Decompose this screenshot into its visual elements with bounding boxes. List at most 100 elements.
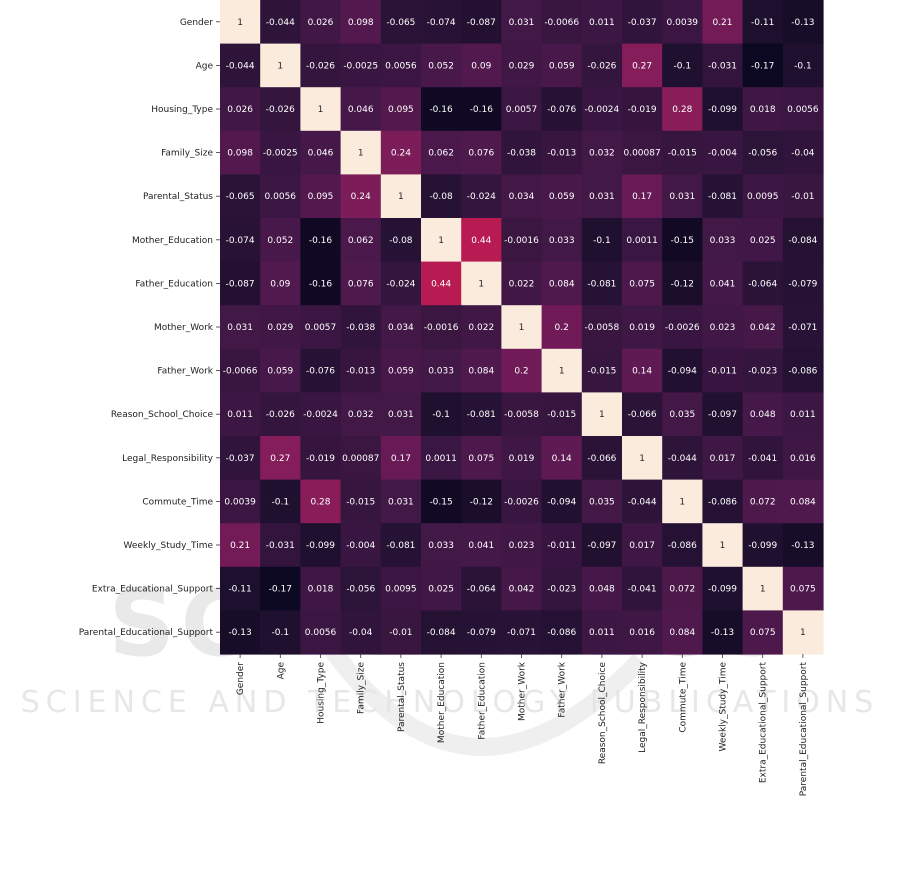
cell-value-label: -0.038 <box>346 323 375 333</box>
heatmap-cell <box>300 174 342 219</box>
heatmap-cell <box>421 261 462 306</box>
cell-value-label: -0.0016 <box>424 323 459 333</box>
cell-value-label: -0.17 <box>269 585 292 595</box>
heatmap-cell <box>340 479 382 524</box>
cell-value-label: -0.13 <box>228 628 251 638</box>
x-tick-label: Mother_Work <box>518 661 528 721</box>
heatmap-cell <box>541 261 583 306</box>
cell-value-label: -0.086 <box>668 541 697 551</box>
cell-value-label: 0.035 <box>669 410 695 420</box>
heatmap-cell <box>702 305 744 350</box>
y-tick-label: Weekly_Study_Time <box>124 541 214 551</box>
cell-value-label: -0.087 <box>226 279 255 289</box>
cell-value-label: 0.21 <box>230 541 250 551</box>
heatmap-cell <box>581 218 623 263</box>
cell-value-label: -0.086 <box>788 367 817 377</box>
heatmap-cell <box>260 305 301 350</box>
y-tick-label: Housing_Type <box>151 105 213 115</box>
cell-value-label: -0.023 <box>547 585 576 595</box>
cell-value-label: -0.011 <box>708 367 737 377</box>
cell-value-label: -0.081 <box>467 410 496 420</box>
cell-value-label: 0.0011 <box>626 236 658 246</box>
heatmap-cell <box>581 566 623 611</box>
heatmap-cell <box>541 610 583 655</box>
heatmap-cell <box>622 87 663 132</box>
heatmap-cell <box>782 523 824 568</box>
y-tick-label: Father_Work <box>157 367 213 377</box>
heatmap-cell <box>742 305 784 350</box>
heatmap-cell <box>622 305 663 350</box>
heatmap-cell <box>461 261 502 306</box>
cell-value-label: -0.031 <box>266 541 295 551</box>
heatmap-cell <box>380 43 422 88</box>
heatmap-cell <box>662 566 703 611</box>
cell-value-label: 0.0095 <box>747 192 779 202</box>
heatmap-cell <box>581 305 623 350</box>
heatmap-cell <box>581 87 623 132</box>
cell-value-label: 0.0056 <box>787 105 819 115</box>
heatmap-cell <box>380 392 422 437</box>
cell-value-label: 0.14 <box>632 367 652 377</box>
cell-value-label: 0.031 <box>669 192 695 202</box>
heatmap-cell <box>220 392 261 437</box>
heatmap-cell <box>702 43 744 88</box>
heatmap-cell <box>742 610 784 655</box>
heatmap-cell <box>380 348 422 393</box>
cell-value-label: 0.084 <box>549 279 575 289</box>
cell-value-label: -0.026 <box>587 61 616 71</box>
heatmap-cell <box>220 523 261 568</box>
cell-value-label: -0.084 <box>788 236 817 246</box>
cell-value-label: -0.015 <box>668 149 697 159</box>
heatmap-cell <box>662 0 703 45</box>
heatmap-cell <box>300 610 342 655</box>
cell-value-label: 1 <box>358 149 364 159</box>
cell-value-label: 0.09 <box>270 279 290 289</box>
heatmap-cell <box>300 392 342 437</box>
heatmap-cell <box>581 43 623 88</box>
heatmap-cell <box>541 392 583 437</box>
heatmap-cell <box>260 566 301 611</box>
x-tick-label: Family_Size <box>357 662 367 714</box>
heatmap-cell <box>461 218 502 263</box>
heatmap-cell <box>702 261 744 306</box>
heatmap-cell <box>340 566 382 611</box>
heatmap-cell <box>702 566 744 611</box>
cell-value-label: -0.041 <box>748 454 777 464</box>
cell-value-label: -0.13 <box>791 541 814 551</box>
cell-value-label: 0.09 <box>471 61 491 71</box>
cell-value-label: 1 <box>237 18 243 28</box>
heatmap-cell <box>782 43 824 88</box>
cell-value-label: -0.074 <box>226 236 255 246</box>
heatmap-cell <box>541 479 583 524</box>
heatmap-cell <box>662 174 703 219</box>
heatmap-cell <box>662 43 703 88</box>
heatmap-cell <box>702 174 744 219</box>
heatmap-cell <box>380 174 422 219</box>
heatmap-cell <box>622 392 663 437</box>
cell-value-label: 0.059 <box>549 192 575 202</box>
cell-value-label: -0.12 <box>671 279 694 289</box>
x-tick-label: Extra_Educational_Support <box>759 662 769 784</box>
cell-value-label: -0.004 <box>708 149 737 159</box>
cell-value-label: 0.041 <box>468 541 494 551</box>
cell-value-label: -0.037 <box>226 454 255 464</box>
heatmap-cell <box>421 392 462 437</box>
cell-value-label: -0.094 <box>668 367 697 377</box>
heatmap-cell <box>541 174 583 219</box>
y-tick-label: Gender <box>180 18 213 28</box>
heatmap-cell <box>662 305 703 350</box>
heatmap-cell <box>300 218 342 263</box>
cell-value-label: 0.022 <box>509 279 535 289</box>
heatmap-cell <box>220 610 261 655</box>
heatmap-cell <box>702 392 744 437</box>
cell-value-label: 0.2 <box>514 367 528 377</box>
cell-value-label: -0.044 <box>628 497 657 507</box>
cell-value-label: -0.071 <box>788 323 817 333</box>
cell-value-label: 0.0056 <box>265 192 297 202</box>
cell-value-label: -0.087 <box>467 18 496 28</box>
heatmap-cell <box>260 348 301 393</box>
cell-value-label: 0.0039 <box>224 497 256 507</box>
heatmap-cell <box>782 218 824 263</box>
heatmap-cell <box>421 610 462 655</box>
cell-value-label: -0.066 <box>628 410 657 420</box>
